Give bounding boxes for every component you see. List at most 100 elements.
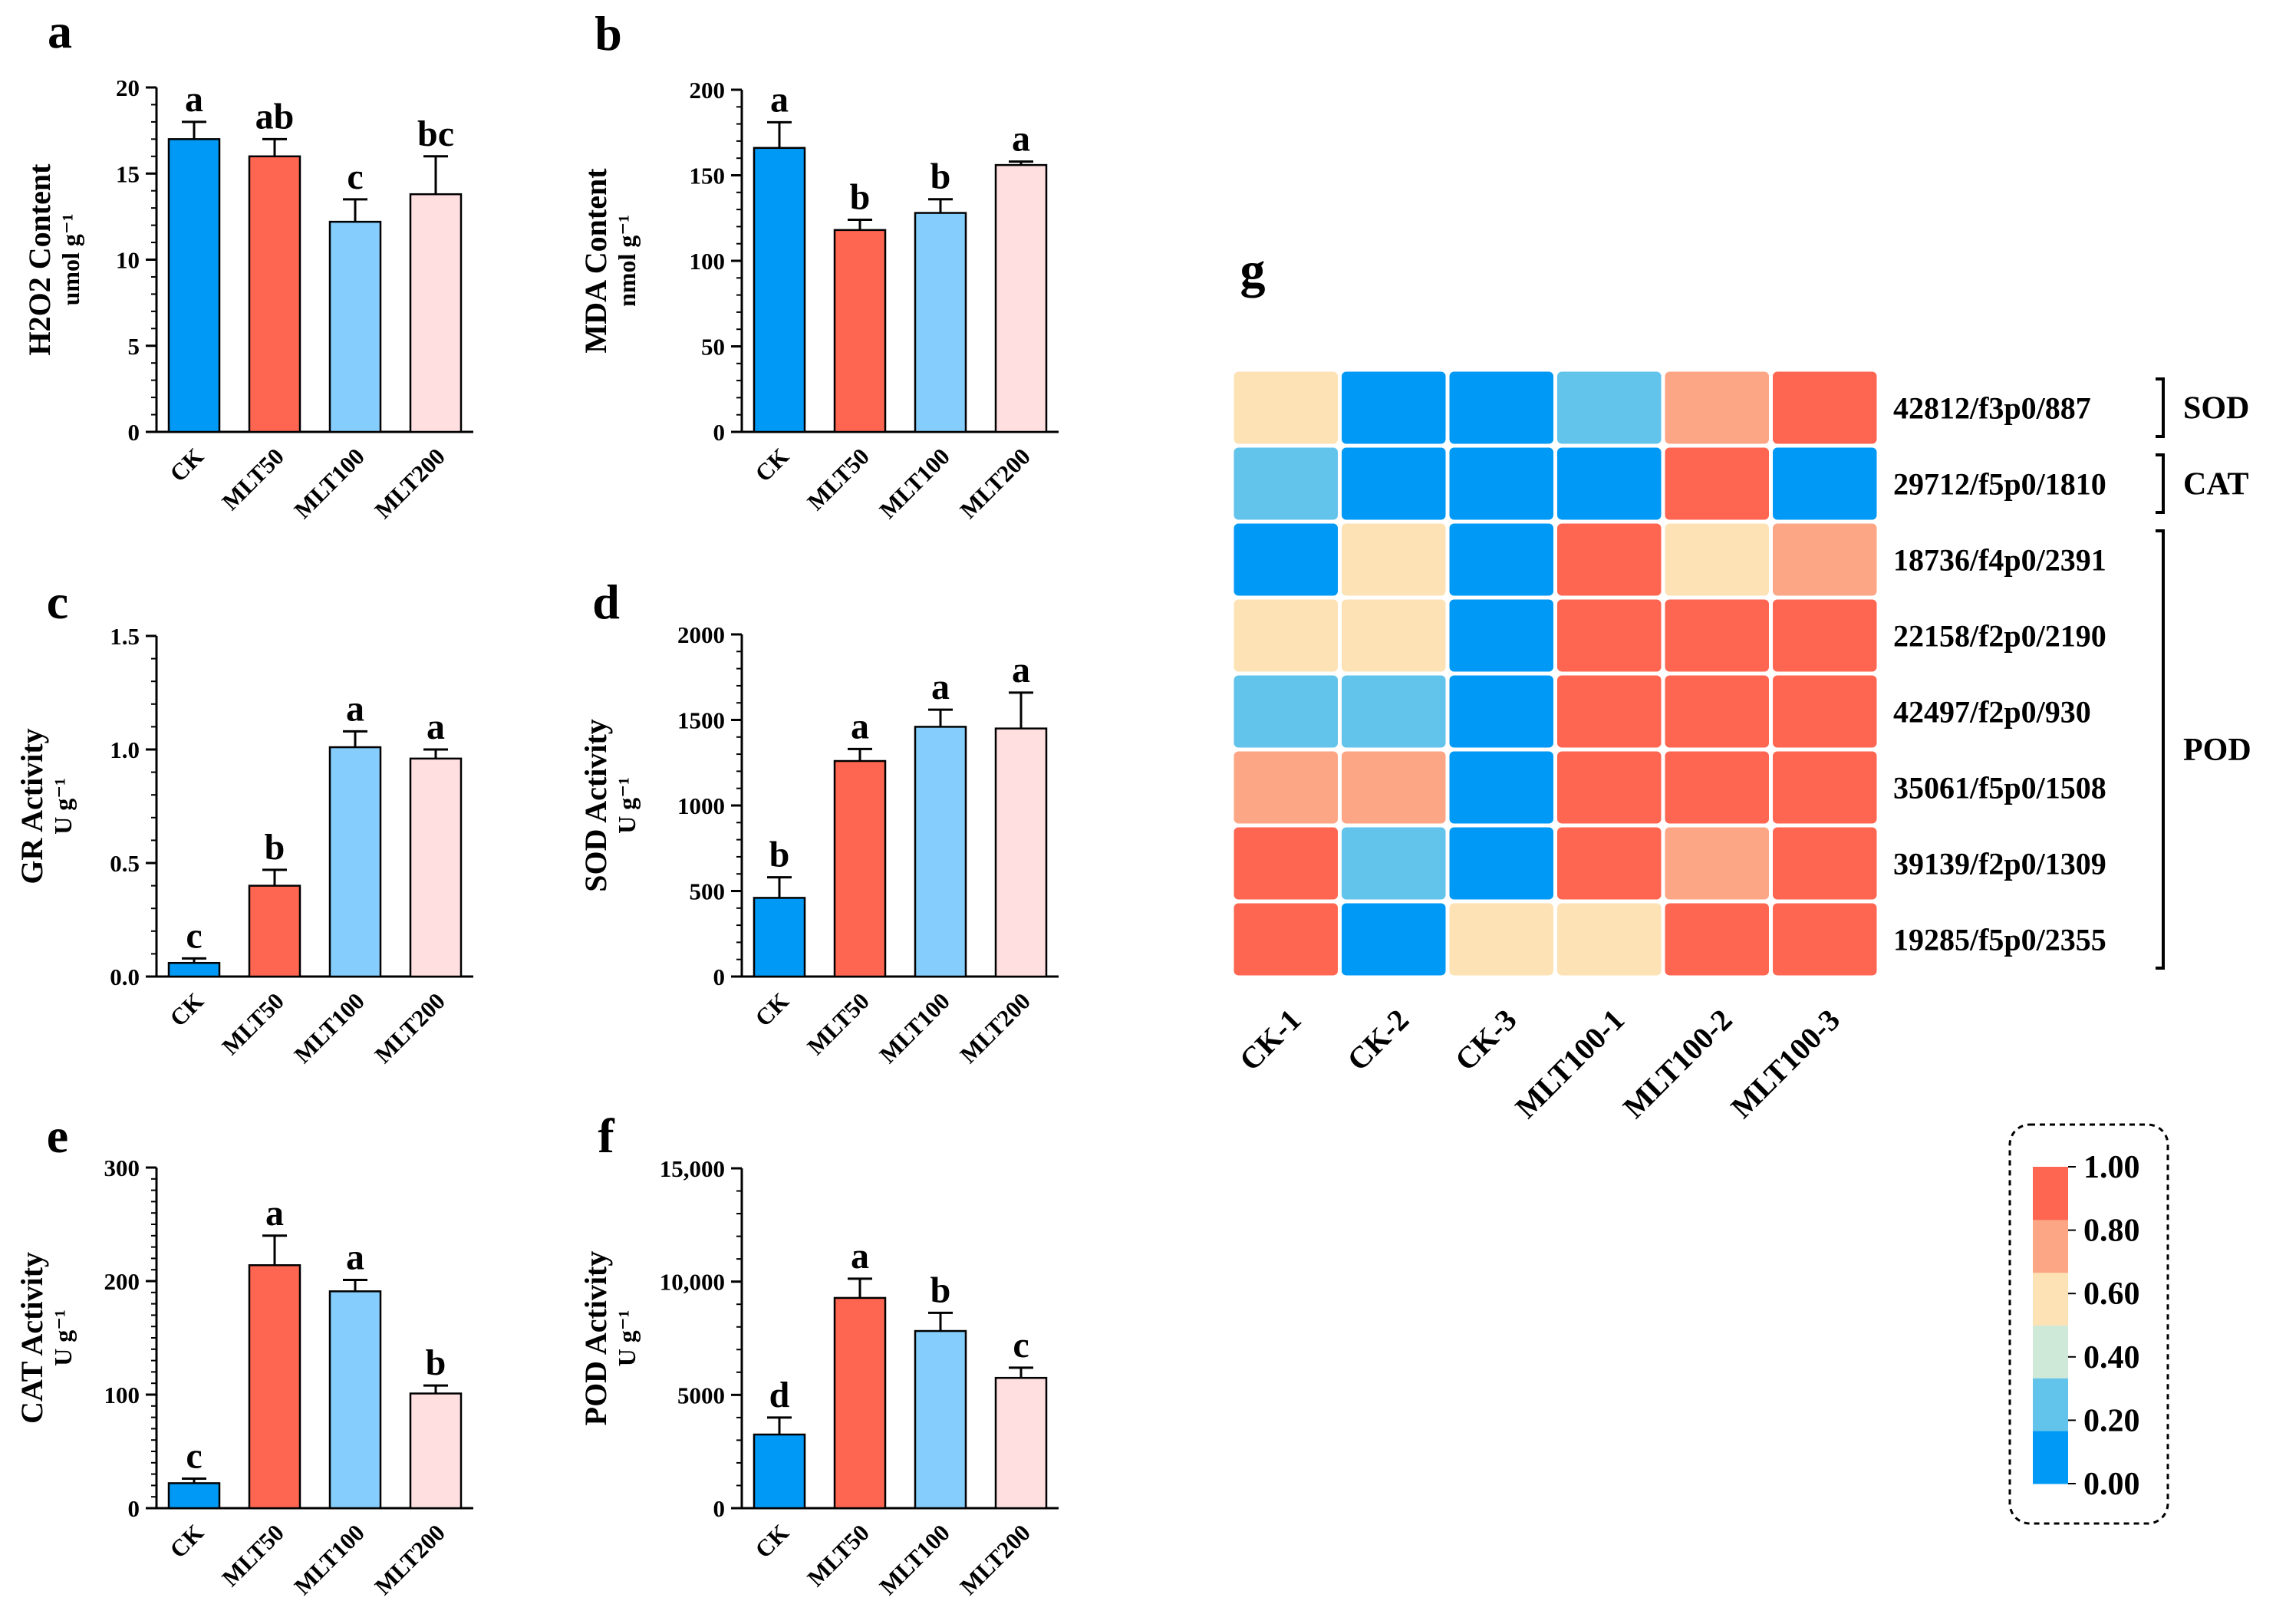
bar-mlt200	[994, 1376, 1048, 1510]
y-tick-label: 200	[690, 77, 726, 104]
heatmap-cell	[1342, 371, 1446, 444]
heatmap-row-label: 29712/f5p0/1810	[1893, 467, 2106, 502]
heatmap-cell	[1449, 827, 1553, 900]
bar-ck	[167, 961, 221, 978]
significance-letter: ab	[255, 96, 295, 137]
legend-tick-label: 0.60	[2083, 1276, 2140, 1312]
heatmap-row-label: 35061/f5p0/1508	[1893, 771, 2106, 805]
heatmap-column-label: CK-2	[1340, 1003, 1415, 1078]
heatmap-cell	[1557, 447, 1662, 520]
bar-chart-f: f 0 5000 10,000 15,000 POD Activity U g⁻¹ d CK a M…	[578, 1108, 1059, 1600]
heatmap-cell	[1342, 447, 1446, 520]
heatmap-cell	[1449, 675, 1553, 748]
heatmap-cell	[1557, 827, 1662, 900]
heatmap-cell	[1557, 523, 1662, 596]
color-legend: 0.00 0.20 0.40 0.60 0.80 1.00	[2008, 1123, 2169, 1525]
heatmap-cell	[1773, 675, 1877, 748]
y-axis-title: CAT Activity	[15, 1252, 49, 1424]
x-tick-label: CK	[749, 1519, 794, 1563]
y-tick-label: 200	[104, 1268, 140, 1295]
heatmap-cell	[1665, 827, 1769, 900]
bar-chart-c: c 0.0 0.5 1.0 1.5 GR Activity U g⁻¹ c CK b MLT50 a M…	[15, 575, 473, 1069]
significance-letter: a	[346, 688, 364, 729]
bar-mlt200	[994, 163, 1048, 433]
heatmap-cell	[1234, 675, 1338, 748]
heatmap-cell	[1342, 827, 1446, 900]
x-tick-label: MLT200	[369, 1519, 450, 1600]
significance-letter: a	[851, 1236, 869, 1276]
bar-ck	[753, 1433, 806, 1510]
y-tick-label: 15,000	[660, 1155, 725, 1182]
significance-letter: a	[1012, 119, 1030, 160]
x-tick-label: MLT200	[369, 443, 450, 524]
y-axis-title: MDA Content	[578, 168, 613, 354]
y-axis-unit: umol g⁻¹	[57, 214, 84, 306]
heatmap-column-label: MLT100-2	[1616, 1003, 1739, 1125]
y-axis-title: SOD Activity	[578, 719, 613, 892]
significance-letter: a	[185, 79, 203, 120]
y-tick-label: 1500	[677, 707, 725, 734]
heatmap-cell	[1773, 751, 1877, 824]
heatmap-row-label: 39139/f2p0/1309	[1893, 847, 2106, 881]
heatmap-cell	[1557, 751, 1662, 824]
bar-mlt100	[328, 746, 382, 978]
x-tick-label: MLT100	[874, 1519, 955, 1600]
panel-label: f	[598, 1108, 614, 1163]
heatmap-cell	[1773, 599, 1877, 672]
legend-swatch	[2033, 1272, 2068, 1326]
x-tick-label: MLT100	[288, 987, 370, 1069]
significance-letter: c	[347, 156, 363, 197]
legend-swatch	[2033, 1167, 2068, 1220]
heatmap-cell	[1773, 447, 1877, 520]
heatmap-row-label: 19285/f5p0/2355	[1893, 923, 2106, 957]
bar-mlt100	[914, 726, 967, 978]
legend-tick-label: 0.20	[2083, 1403, 2140, 1438]
y-axis-title: GR Activity	[15, 728, 49, 884]
y-tick-label: 1.5	[110, 623, 140, 650]
heatmap-cell	[1557, 371, 1662, 444]
bar-chart-b: b 0 50 100 150 200 MDA Content nmol g⁻¹ a CK b MLT5…	[578, 6, 1059, 524]
x-tick-label: MLT50	[802, 1519, 874, 1592]
x-tick-label: MLT100	[288, 1519, 370, 1600]
legend-tick-label: 0.80	[2083, 1214, 2140, 1249]
significance-letter: b	[850, 176, 871, 217]
bar-mlt100	[914, 1329, 967, 1510]
panel-label: c	[47, 575, 68, 629]
heatmap-cell	[1342, 523, 1446, 596]
heatmap-column-label: MLT100-3	[1724, 1003, 1846, 1125]
heatmap-row-label: 42812/f3p0/887	[1893, 391, 2091, 426]
y-tick-label: 150	[690, 163, 726, 189]
y-axis-unit: nmol g⁻¹	[613, 215, 641, 307]
significance-letter: a	[851, 706, 869, 746]
x-tick-label: CK	[164, 1519, 209, 1563]
x-tick-label: MLT200	[954, 987, 1036, 1069]
heatmap-cell	[1665, 371, 1769, 444]
legend-frame	[2008, 1123, 2169, 1525]
heatmap-cell	[1665, 903, 1769, 976]
x-tick-label: CK	[164, 987, 209, 1032]
y-tick-label: 5	[128, 333, 140, 360]
heatmap-cell	[1449, 371, 1553, 444]
heatmap-column-label: MLT100-1	[1508, 1003, 1631, 1125]
y-tick-label: 0.5	[110, 850, 140, 877]
group-bracket	[2156, 453, 2165, 514]
y-tick-label: 1.0	[110, 736, 140, 763]
bar-mlt50	[833, 229, 887, 433]
y-tick-label: 15	[116, 160, 140, 187]
heatmap-cell	[1449, 447, 1553, 520]
y-tick-label: 2000	[677, 621, 725, 648]
heatmap-row-label: 22158/f2p0/2190	[1893, 619, 2106, 654]
heatmap-cell	[1342, 599, 1446, 672]
y-tick-label: 0	[713, 1495, 726, 1522]
heatmap-cell	[1773, 523, 1877, 596]
legend-tick-label: 0.00	[2083, 1467, 2140, 1502]
group-label: SOD	[2183, 391, 2249, 427]
y-axis-unit: U g⁻¹	[49, 1309, 77, 1366]
heatmap-cell	[1449, 599, 1553, 672]
significance-letter: a	[770, 79, 789, 120]
heatmap-row-label: 18736/f4p0/2391	[1893, 543, 2106, 578]
significance-letter: b	[930, 156, 951, 197]
group-bracket	[2156, 377, 2165, 438]
heatmap-column-label: CK-3	[1448, 1003, 1523, 1078]
